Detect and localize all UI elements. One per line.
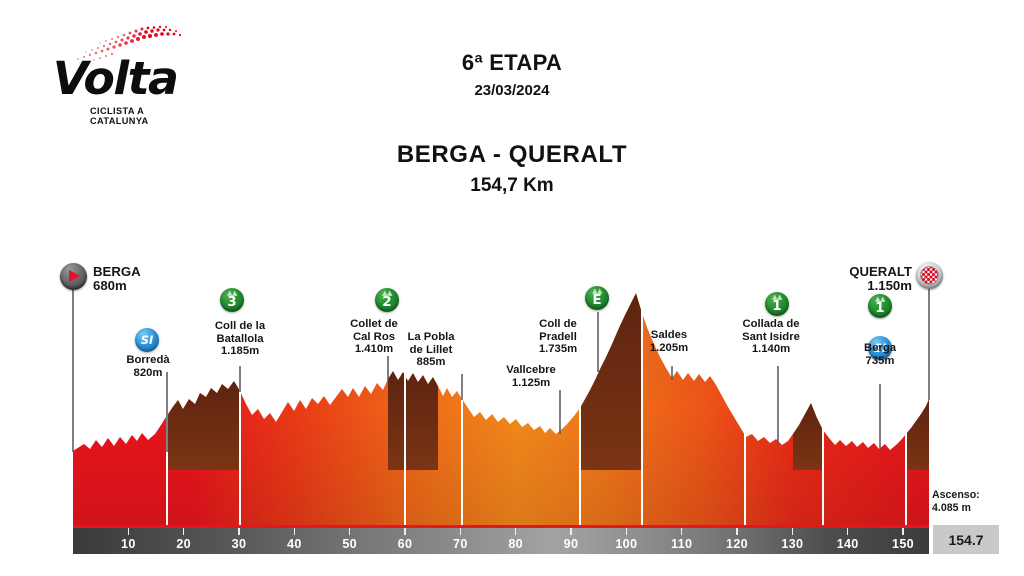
axis-tick (846, 528, 849, 535)
axis-tick (680, 528, 683, 535)
play-triangle-icon (69, 270, 80, 282)
axis-tick-label: 70 (453, 537, 468, 551)
total-distance-box: 154.7 (933, 525, 999, 554)
axis-tick (127, 528, 130, 535)
axis-tick (238, 528, 240, 535)
poi-label-berga-2: Berga 735m (863, 342, 897, 367)
profile-area (73, 260, 929, 525)
finish-marker-icon (916, 262, 943, 289)
mountain-badge-label: 2 (382, 294, 392, 310)
axis-tick (404, 528, 406, 535)
axis-tick (293, 528, 296, 535)
sprint-badge-borreda: SI (135, 328, 159, 352)
poi-label-borreda: Borredà 820m (126, 354, 170, 379)
mountain-glyph-icon: ▲▲ (772, 292, 782, 301)
axis-tick-label: 140 (836, 537, 859, 551)
axis-tick (902, 528, 904, 535)
sprint-badge-label: SI (140, 333, 154, 347)
poi-label-vallcebre: Vallcebre 1.125m (506, 364, 556, 389)
axis-tick-label: 110 (671, 537, 693, 551)
logo-swoosh-icon (77, 26, 182, 64)
climb-segments (167, 293, 929, 470)
axis-tick-label: 60 (397, 537, 413, 551)
axis-tick-label: 130 (781, 537, 804, 551)
axis-tick (459, 528, 462, 535)
sprint-badge-label: SI (873, 341, 887, 355)
mountain-badge-pradell: ▲▲ E (585, 286, 609, 310)
stage-distance: 154,7 Km (470, 175, 554, 196)
mountain-badge-batallola: ▲▲ 3 (220, 288, 244, 312)
checkered-flag-icon (920, 266, 939, 285)
axis-tick-label: 40 (287, 537, 302, 551)
axis-tick-label: 120 (726, 537, 748, 551)
mountain-glyph-icon: ▲▲ (227, 288, 237, 297)
axis-tick (514, 528, 517, 535)
total-ascent-label: Ascenso: 4.085 m (932, 489, 980, 514)
axis-tick-label: 90 (563, 537, 579, 551)
poi-label-batallola: Coll de la Batallola 1.185m (214, 320, 266, 358)
axis-tick (348, 528, 351, 535)
logo-wordmark: Volta (52, 52, 179, 105)
logo-subtitle: CICLISTA A CATALUNYA (90, 106, 149, 126)
mountain-badge-sant-isidre: ▲▲ 1 (765, 292, 789, 316)
axis-tick-label: 100 (615, 537, 638, 551)
poi-label-pradell: Coll de Pradell 1.735m (538, 318, 578, 356)
mountain-glyph-icon: ▲▲ (592, 286, 602, 295)
axis-tick-label: 20 (176, 537, 191, 551)
axis-tick-label: 10 (121, 537, 136, 551)
mountain-badge-cal-ros: ▲▲ 2 (375, 288, 399, 312)
poi-label-sant-isidre: Collada de Sant Isidre 1.140m (742, 318, 800, 356)
stage-route-title: BERGA - QUERALT (396, 141, 628, 168)
axis-tick (791, 528, 794, 535)
stage-number-title: 6ª ETAPA (461, 50, 563, 75)
axis-tick-label: 50 (342, 537, 357, 551)
mountain-badge-label: 1 (875, 300, 885, 316)
mountain-glyph-icon: ▲▲ (875, 294, 885, 303)
finish-label: QUERALT 1.150m (849, 264, 912, 293)
axis-tick-label: 150 (892, 537, 914, 551)
axis-tick-label: 30 (231, 537, 247, 551)
poi-label-saldes: Saldes 1.205m (649, 329, 689, 354)
axis-tick (625, 528, 628, 535)
sprint-badge-berga: SI (868, 336, 892, 360)
mountain-badge-queralt: ▲▲ 1 (868, 294, 892, 318)
mountain-badge-label: 3 (227, 294, 237, 310)
start-label: BERGA 680m (93, 264, 141, 293)
axis-tick-label: 80 (508, 537, 523, 551)
volta-logo: Volta CICLISTA A CATALUNYA (28, 26, 188, 126)
mountain-glyph-icon: ▲▲ (382, 288, 392, 297)
mountain-badge-label: 1 (772, 298, 782, 314)
poi-label-pobla-lillet: La Pobla de Lillet 885m (407, 331, 455, 369)
start-marker-icon (60, 263, 87, 290)
axis-tick (570, 528, 572, 535)
poi-leader-lines (72, 285, 930, 452)
section-dividers (166, 260, 907, 525)
poi-label-cal-ros: Collet de Cal Ros 1.410m (350, 318, 398, 356)
distance-axis: 10 20 30 40 50 60 70 80 90 100 110 120 130 140 150 (73, 525, 929, 554)
axis-tick (182, 528, 185, 535)
mountain-badge-label: E (592, 292, 602, 308)
stage-date: 23/03/2024 (474, 82, 550, 99)
axis-tick (736, 528, 738, 535)
